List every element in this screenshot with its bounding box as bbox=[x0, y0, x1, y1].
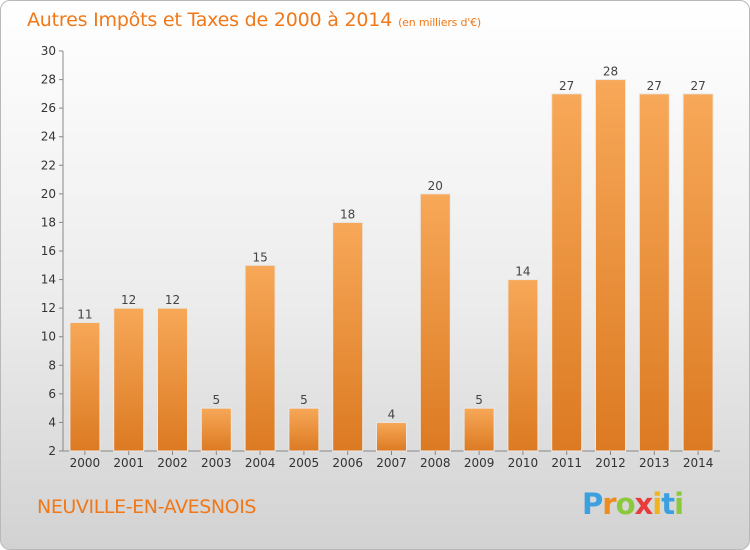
x-tick-label-2005: 2005 bbox=[289, 456, 320, 470]
x-tick-label-2011: 2011 bbox=[551, 456, 582, 470]
bar-2002 bbox=[157, 307, 188, 452]
bar-2004 bbox=[244, 264, 276, 452]
data-label-2014: 27 bbox=[690, 79, 705, 93]
y-tick-label: 18 bbox=[41, 215, 56, 229]
data-label-2001: 12 bbox=[121, 293, 136, 307]
bar-2007 bbox=[376, 421, 407, 452]
proxiti-logo[interactable]: Proxiti bbox=[582, 487, 684, 521]
data-label-2011: 27 bbox=[559, 79, 574, 93]
x-tick-label-2007: 2007 bbox=[376, 456, 407, 470]
y-tick-label: 14 bbox=[41, 273, 56, 287]
y-tick-label: 12 bbox=[41, 301, 56, 315]
data-label-2005: 5 bbox=[300, 393, 308, 407]
bar-2014 bbox=[682, 93, 714, 452]
chart-title: Autres Impôts et Taxes de 2000 à 2014 (en… bbox=[27, 9, 481, 31]
data-label-2000: 11 bbox=[77, 307, 92, 321]
x-tick-label-2001: 2001 bbox=[113, 456, 144, 470]
bar-2011 bbox=[551, 93, 583, 452]
y-tick-label: 26 bbox=[41, 101, 56, 115]
data-label-2006: 18 bbox=[340, 207, 355, 221]
bar-2001 bbox=[113, 307, 145, 452]
title-text: Autres Impôts et Taxes de 2000 à 2014 bbox=[27, 9, 393, 31]
data-label-2007: 4 bbox=[388, 407, 396, 421]
data-label-2013: 27 bbox=[647, 79, 662, 93]
y-tick-label: 22 bbox=[41, 158, 56, 172]
x-tick-label-2008: 2008 bbox=[420, 456, 451, 470]
y-tick-label: 16 bbox=[41, 244, 56, 258]
x-tick-label-2004: 2004 bbox=[245, 456, 276, 470]
data-label-2009: 5 bbox=[475, 393, 483, 407]
y-tick-label: 24 bbox=[41, 130, 56, 144]
commune-name: NEUVILLE-EN-AVESNOIS bbox=[37, 496, 257, 518]
y-tick-label: 4 bbox=[48, 415, 56, 429]
bar-2005 bbox=[288, 407, 320, 452]
x-tick-label-2014: 2014 bbox=[683, 456, 714, 470]
bar-2012 bbox=[595, 79, 626, 452]
x-tick-label-2006: 2006 bbox=[332, 456, 363, 470]
bar-2006 bbox=[332, 221, 364, 452]
bar-2008 bbox=[419, 193, 451, 452]
data-label-2010: 14 bbox=[515, 265, 530, 279]
x-tick-label-2012: 2012 bbox=[595, 456, 626, 470]
y-tick-label: 10 bbox=[41, 330, 56, 344]
x-tick-label-2000: 2000 bbox=[70, 456, 101, 470]
data-label-2012: 28 bbox=[603, 65, 618, 79]
y-tick-label: 2 bbox=[48, 444, 56, 458]
bar-2013 bbox=[638, 93, 670, 452]
title-unit: (en milliers d'€) bbox=[398, 16, 481, 29]
y-tick-label: 30 bbox=[41, 44, 56, 58]
bar-2009 bbox=[463, 407, 495, 452]
x-tick-label-2013: 2013 bbox=[639, 456, 670, 470]
bar-2003 bbox=[200, 407, 232, 452]
x-tick-label-2010: 2010 bbox=[508, 456, 539, 470]
y-tick-label: 6 bbox=[48, 387, 56, 401]
y-tick-label: 28 bbox=[41, 73, 56, 87]
data-label-2002: 12 bbox=[165, 293, 180, 307]
bar-2000 bbox=[69, 321, 101, 452]
x-tick-label-2003: 2003 bbox=[201, 456, 232, 470]
data-label-2003: 5 bbox=[212, 393, 220, 407]
bar-2010 bbox=[507, 279, 539, 452]
data-label-2004: 15 bbox=[252, 250, 267, 264]
y-tick-label: 8 bbox=[48, 358, 56, 372]
x-tick-label-2009: 2009 bbox=[464, 456, 495, 470]
y-tick-label: 20 bbox=[41, 187, 56, 201]
x-tick-label-2002: 2002 bbox=[157, 456, 188, 470]
data-label-2008: 20 bbox=[428, 179, 443, 193]
